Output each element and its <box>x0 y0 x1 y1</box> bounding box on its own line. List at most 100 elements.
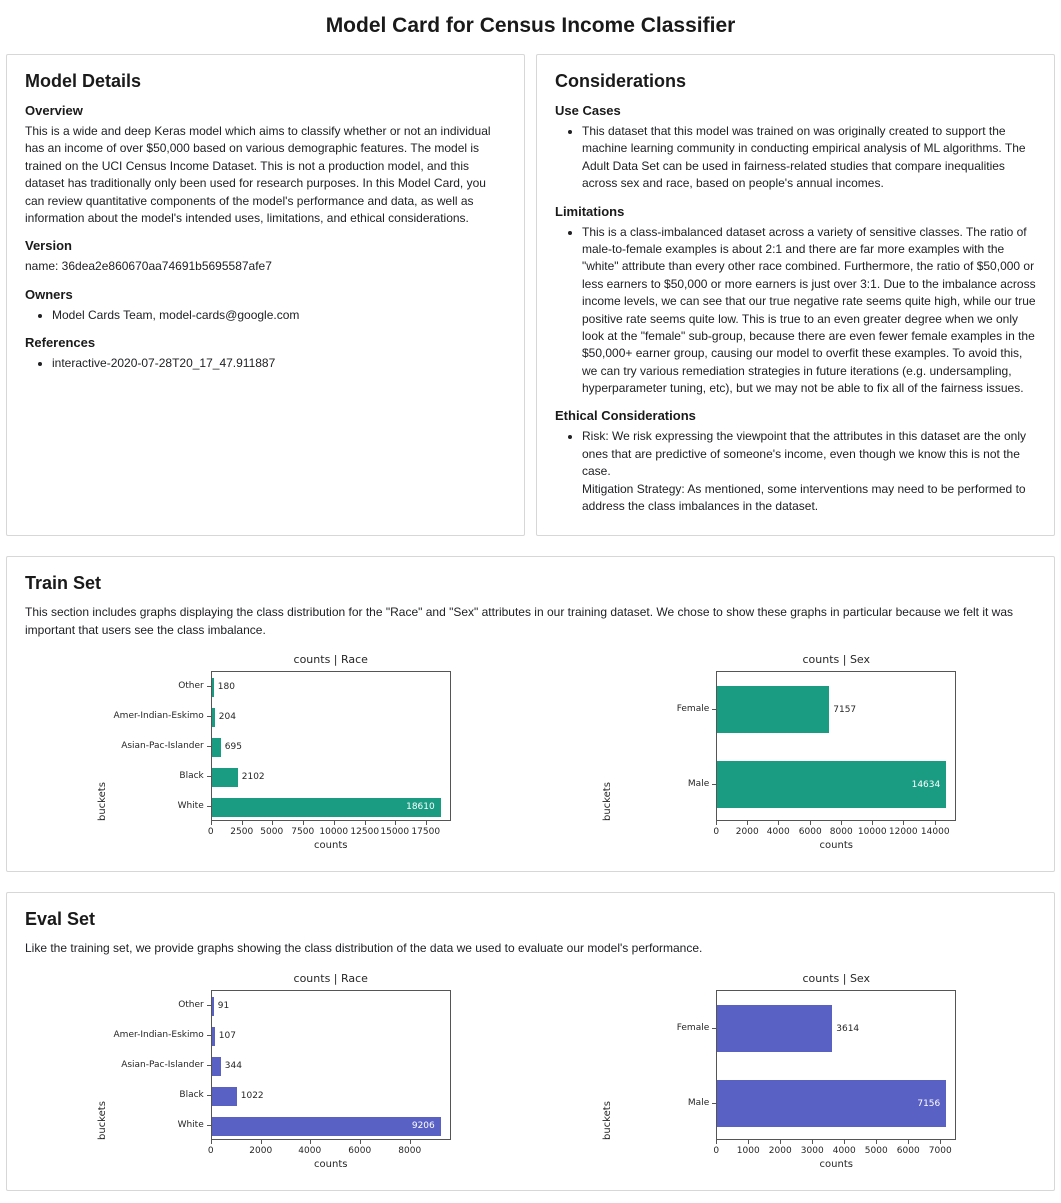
x-tick-label: 7500 <box>291 827 315 838</box>
y-tick-mark <box>206 806 211 808</box>
x-tick-mark <box>841 821 843 826</box>
version-heading: Version <box>25 238 72 254</box>
y-tick-mark <box>206 716 211 718</box>
ethical-consideration-item: Risk: We risk expressing the viewpoint t… <box>582 428 1036 515</box>
y-tick-label: Asian-Pac-Islander <box>121 1059 204 1070</box>
x-tick-mark <box>812 1139 814 1144</box>
x-tick-mark <box>844 1139 846 1144</box>
bar-value-label: 1022 <box>240 1090 264 1101</box>
bar-value-label: 344 <box>224 1060 242 1071</box>
y-tick-label: Female <box>676 704 710 715</box>
bar-value-label: 3614 <box>836 1023 860 1034</box>
x-tick-mark <box>210 821 212 826</box>
x-tick-label: 2000 <box>249 1145 273 1156</box>
bar <box>717 1079 947 1127</box>
bar <box>717 1004 833 1052</box>
use-case-item: This dataset that this model was trained… <box>582 123 1036 193</box>
x-tick-mark <box>810 821 812 826</box>
plot-area: 3614 7156 <box>716 989 957 1140</box>
bar <box>717 686 830 734</box>
owner-item: Model Cards Team, model-cards@google.com <box>52 307 506 324</box>
x-tick-mark <box>271 821 273 826</box>
x-tick-label: 0 <box>207 1145 214 1156</box>
eval-race-chart-column: counts | Race buckets 91 107 344 1022 9206 Othe… <box>25 972 531 1174</box>
train-sex-chart-column: counts | Sex buckets 7157 14634 Female Male 0 2… <box>531 653 1037 855</box>
bar <box>211 1116 441 1136</box>
train-race-chart-column: counts | Race buckets 180 204 695 2102 18610 Ot… <box>25 653 531 855</box>
bar-value-label: 91 <box>217 1000 230 1011</box>
x-tick-label: 2000 <box>735 827 759 838</box>
bar <box>211 996 214 1016</box>
overview-text: This is a wide and deep Keras model whic… <box>25 124 491 225</box>
y-tick-label: White <box>177 1119 204 1130</box>
x-tick-label: 8000 <box>829 827 853 838</box>
y-tick-label: Amer-Indian-Eskimo <box>113 711 204 722</box>
bar-value-label: 107 <box>218 1030 236 1041</box>
chart-area: buckets 91 107 344 1022 9206 Other Amer-Indian-… <box>95 989 461 1174</box>
x-axis-label: counts <box>819 840 853 852</box>
bar <box>211 1056 221 1076</box>
x-tick-mark <box>778 821 780 826</box>
y-tick-mark <box>206 1124 211 1126</box>
y-tick-mark <box>206 776 211 778</box>
x-tick-label: 14000 <box>920 827 950 838</box>
bar <box>211 708 215 728</box>
train-charts-row: counts | Race buckets 180 204 695 2102 18610 Ot… <box>25 653 1036 855</box>
x-tick-mark <box>309 1139 311 1144</box>
chart-area: buckets 3614 7156 Female Male 0 1000 2000 3000 40… <box>600 989 966 1174</box>
train-set-description: This section includes graphs displaying … <box>25 605 1014 637</box>
y-tick-mark <box>712 1102 717 1104</box>
top-cards-row: Model Details Overview This is a wide an… <box>6 54 1055 537</box>
plot-area: 7157 14634 <box>716 671 957 822</box>
x-tick-label: 6000 <box>798 827 822 838</box>
plot-area: 180 204 695 2102 18610 <box>210 671 451 822</box>
limitations-list: This is a class-imbalanced dataset acros… <box>582 224 1036 398</box>
overview-heading: Overview <box>25 103 83 118</box>
y-tick-mark <box>712 1027 717 1029</box>
x-tick-mark <box>409 1139 411 1144</box>
x-axis-label: counts <box>314 1158 348 1170</box>
x-tick-label: 8000 <box>398 1145 422 1156</box>
references-heading: References <box>25 335 96 351</box>
x-tick-mark <box>359 1139 361 1144</box>
y-tick-label: Black <box>179 1089 204 1100</box>
x-tick-mark <box>940 1139 942 1144</box>
x-tick-mark <box>394 821 396 826</box>
bar-value-label: 7156 <box>917 1098 941 1109</box>
x-tick-label: 0 <box>713 827 720 838</box>
page-title: Model Card for Census Income Classifier <box>325 14 736 37</box>
x-tick-mark <box>302 821 304 826</box>
x-tick-mark <box>333 821 335 826</box>
x-axis-label: counts <box>819 1158 853 1170</box>
chart-area: buckets 7157 14634 Female Male 0 2000 4000 6000 8… <box>600 671 966 855</box>
x-tick-label: 10000 <box>857 827 887 838</box>
y-tick-label: White <box>177 801 204 812</box>
x-tick-label: 4000 <box>298 1145 322 1156</box>
limitations-heading: Limitations <box>555 203 625 219</box>
version-text: name: 36dea2e860670aa74691b5695587afe7 <box>25 259 272 274</box>
train-race-chart: counts | Race buckets 180 204 695 2102 18610 Ot… <box>95 653 461 855</box>
ethical-considerations-heading: Ethical Considerations <box>555 408 696 424</box>
x-tick-label: 15000 <box>380 827 410 838</box>
x-tick-mark <box>716 1139 718 1144</box>
y-axis-label: buckets <box>96 1100 108 1140</box>
plot-area: 91 107 344 1022 9206 <box>210 989 451 1140</box>
y-tick-mark <box>206 686 211 688</box>
x-tick-label: 0 <box>207 827 214 838</box>
bar <box>211 798 441 818</box>
x-tick-label: 4000 <box>766 827 790 838</box>
bar <box>211 738 221 758</box>
x-tick-label: 12500 <box>350 827 380 838</box>
eval-set-card: Eval Set Like the training set, we provi… <box>6 892 1055 1191</box>
eval-set-description: Like the training set, we provide graphs… <box>25 941 703 956</box>
bar-value-label: 695 <box>224 742 242 753</box>
x-tick-label: 7000 <box>928 1145 952 1156</box>
owners-heading: Owners <box>25 286 73 302</box>
reference-item: interactive-2020-07-28T20_17_47.911887 <box>52 355 506 372</box>
owners-list: Model Cards Team, model-cards@google.com <box>52 307 506 324</box>
y-tick-label: Female <box>676 1022 710 1033</box>
y-tick-label: Male <box>687 779 710 790</box>
x-tick-mark <box>241 821 243 826</box>
x-tick-label: 17500 <box>411 827 441 838</box>
